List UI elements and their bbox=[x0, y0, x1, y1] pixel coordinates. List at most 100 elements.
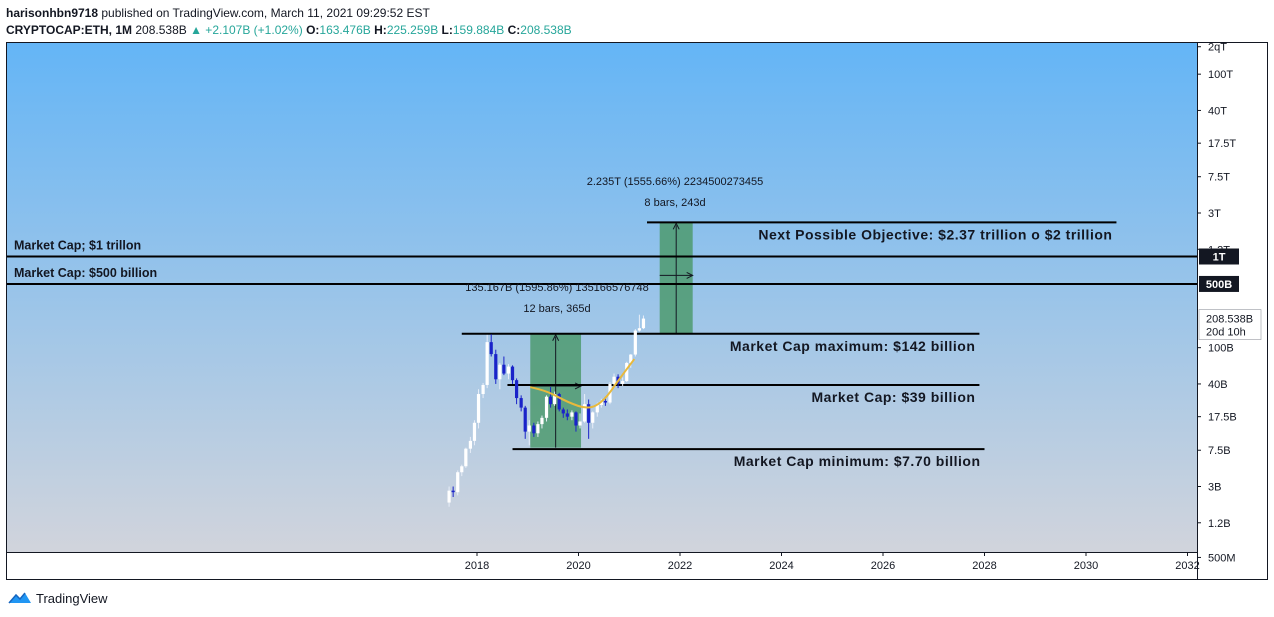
publisher-name[interactable]: harisonhbn9718 bbox=[6, 6, 99, 20]
last-price-badge bbox=[1198, 309, 1262, 340]
time-axis-tick: 2024 bbox=[769, 560, 793, 572]
chart-frame bbox=[6, 42, 1268, 580]
low-value: 159.884B bbox=[452, 23, 505, 37]
candle-body bbox=[629, 354, 633, 363]
candle-body bbox=[502, 364, 506, 374]
candle-body bbox=[536, 424, 540, 434]
time-axis-tick: 2018 bbox=[465, 560, 489, 572]
candle-body bbox=[557, 394, 561, 410]
candle-body bbox=[519, 398, 523, 408]
tradingview-footer[interactable]: TradingView bbox=[8, 590, 108, 606]
time-axis-tick: 2026 bbox=[871, 560, 895, 572]
price-chart[interactable]: USD Market Cap; $1 trillon Market Cap: $5… bbox=[0, 0, 1274, 580]
candle-body bbox=[574, 412, 578, 426]
publish-line: harisonhbn9718 published on TradingView.… bbox=[6, 6, 430, 20]
tradingview-brand: TradingView bbox=[36, 590, 108, 606]
open-label: O: bbox=[306, 23, 320, 37]
candle-body bbox=[510, 366, 515, 381]
last-price-label: 208.538B bbox=[1206, 314, 1253, 326]
price-axis-tick: 40B bbox=[1208, 379, 1228, 391]
price-axis-tick: 500M bbox=[1208, 552, 1236, 564]
usd-currency-badge[interactable] bbox=[1214, 50, 1248, 68]
price-badge-label: 1T bbox=[1213, 252, 1226, 264]
tradingview-logo-icon bbox=[8, 592, 31, 604]
low-label: L: bbox=[441, 23, 453, 37]
price-badge-label: 500B bbox=[1206, 279, 1232, 291]
candle-body bbox=[641, 318, 646, 329]
candle-body bbox=[578, 421, 582, 426]
candle-body bbox=[612, 376, 616, 384]
candle-body bbox=[587, 404, 591, 423]
price-axis-tick: 2qT bbox=[1208, 42, 1227, 54]
time-axis-tick: 2030 bbox=[1074, 560, 1098, 572]
open-value: 163.476B bbox=[319, 23, 371, 37]
price-axis-tick: 17.5T bbox=[1208, 138, 1236, 150]
price-axis-tick: 7.5B bbox=[1208, 445, 1231, 457]
high-label: H: bbox=[374, 23, 387, 37]
price-change: ▲ +2.107B (+1.02%) bbox=[190, 23, 303, 37]
time-axis-tick: 2022 bbox=[668, 560, 692, 572]
candle-body bbox=[595, 405, 599, 413]
candle-body bbox=[548, 396, 553, 405]
candle-body bbox=[472, 422, 477, 441]
measure-label-bars: 8 bars, 243d bbox=[644, 197, 705, 209]
candle-body bbox=[561, 409, 565, 414]
level-label: Market Cap minimum: $7.70 billion bbox=[734, 453, 981, 469]
level-label: Market Cap maximum: $142 billion bbox=[730, 338, 976, 354]
chart-background bbox=[7, 43, 1197, 552]
rounded-bottom-curve bbox=[530, 358, 636, 409]
candle-body bbox=[506, 366, 511, 374]
candle-body bbox=[553, 394, 557, 405]
price-axis-tick: 100T bbox=[1208, 69, 1233, 81]
price-axis-tick: 7.5T bbox=[1208, 172, 1230, 184]
candle-body bbox=[451, 490, 455, 493]
candle-body bbox=[565, 413, 569, 417]
candle-body bbox=[476, 394, 481, 423]
candle-body bbox=[625, 362, 629, 382]
measure-label-bars: 12 bars, 365d bbox=[523, 303, 590, 315]
candle-body bbox=[494, 354, 498, 380]
measure-label-value: 2.235T (1555.66%) 2234500273455 bbox=[587, 176, 764, 188]
candle-body bbox=[591, 412, 595, 423]
candle-body bbox=[481, 384, 485, 395]
candle-body bbox=[460, 466, 464, 473]
candle-body bbox=[540, 417, 544, 425]
price-axis-tick: 100B bbox=[1208, 343, 1234, 355]
candle-body bbox=[599, 401, 603, 406]
bar-countdown-label: 20d 10h bbox=[1206, 327, 1246, 339]
price-axis-tick: 3B bbox=[1208, 482, 1221, 494]
candle-body bbox=[582, 404, 587, 422]
symbol-price: 208.538B bbox=[135, 23, 187, 37]
symbol-line: CRYPTOCAP:ETH, 1M 208.538B ▲ +2.107B (+1… bbox=[6, 23, 572, 37]
candle-body bbox=[523, 407, 527, 432]
measure-label-value: 135.167B (1595.86%) 135166576748 bbox=[465, 282, 649, 294]
candle-body bbox=[603, 401, 607, 403]
level-label: Market Cap: $39 billion bbox=[811, 389, 975, 405]
candle-body bbox=[468, 440, 473, 449]
candle-body bbox=[489, 342, 493, 355]
level-label: Market Cap: $500 billion bbox=[14, 266, 157, 280]
price-axis-tick: 17.5B bbox=[1208, 412, 1237, 424]
candle-body bbox=[532, 425, 536, 434]
high-value: 225.259B bbox=[386, 23, 439, 37]
candle-body bbox=[637, 328, 641, 331]
price-axis-tick: 40T bbox=[1208, 105, 1227, 117]
candle-body bbox=[514, 380, 519, 399]
price-axis-tick: 1.2B bbox=[1208, 518, 1231, 530]
close-value: 208.538B bbox=[520, 23, 572, 37]
candle-body bbox=[633, 330, 637, 355]
price-badge bbox=[1199, 275, 1239, 292]
candle-body bbox=[570, 412, 574, 417]
price-axis-tick: 3T bbox=[1208, 208, 1221, 220]
candle-body bbox=[498, 364, 502, 380]
candle-body bbox=[456, 472, 460, 493]
symbol-name: CRYPTOCAP:ETH, 1M bbox=[6, 23, 133, 37]
usd-currency-label: USD bbox=[1219, 54, 1242, 66]
close-label: C: bbox=[507, 23, 521, 37]
candle-body bbox=[485, 342, 489, 385]
price-badge bbox=[1199, 248, 1239, 265]
candle-body bbox=[621, 381, 625, 384]
time-axis-tick: 2032 bbox=[1175, 560, 1199, 572]
measure-arrow-head bbox=[686, 271, 694, 279]
candle-body bbox=[464, 448, 468, 467]
